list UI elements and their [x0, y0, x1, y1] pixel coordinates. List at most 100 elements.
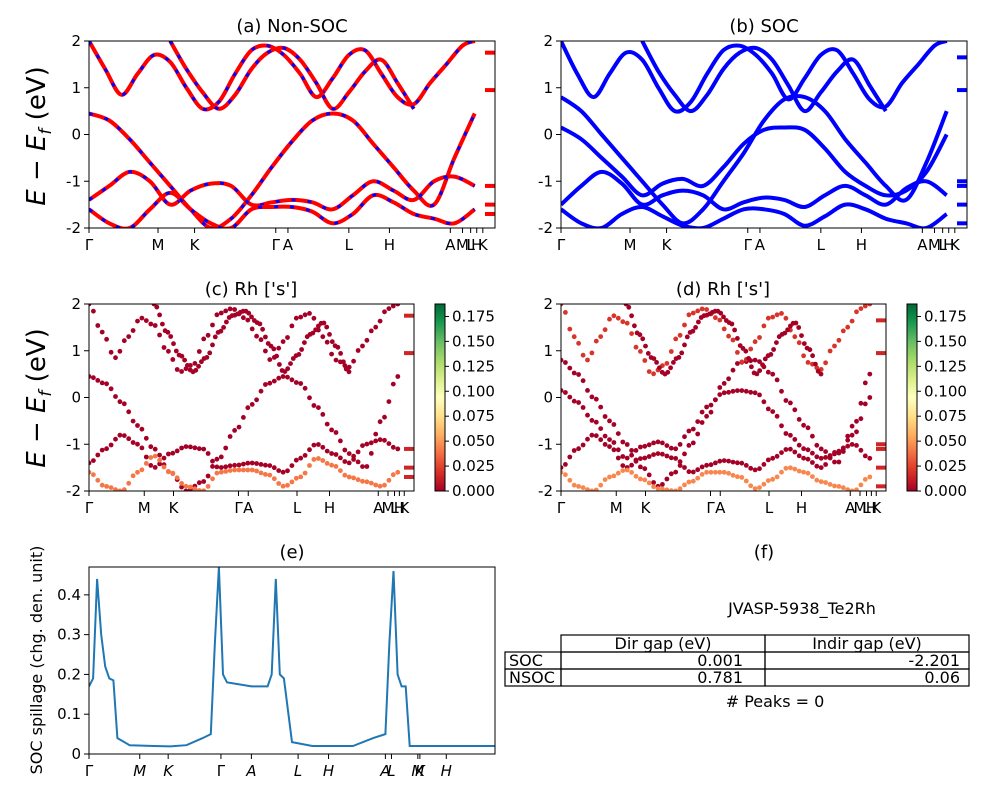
pd-point — [779, 388, 784, 394]
pd-point — [643, 343, 648, 349]
pc-point — [185, 363, 190, 368]
pc-point — [173, 348, 179, 354]
pd-point — [638, 464, 643, 470]
pc-point — [218, 454, 224, 460]
pc-point — [276, 375, 282, 381]
pc-point — [99, 447, 105, 453]
pc-point — [288, 361, 293, 366]
pd-point — [640, 336, 646, 342]
pd-point — [598, 426, 604, 431]
pd-point — [708, 402, 714, 408]
pd-point — [867, 474, 873, 480]
pb-band-line — [640, 41, 888, 114]
pc-point — [390, 444, 396, 450]
pd-point — [823, 480, 828, 485]
pd-point — [730, 337, 736, 343]
pc-point — [293, 315, 299, 321]
pc-point — [263, 382, 268, 387]
pc-point — [104, 336, 109, 342]
pc-cbar-tick-label: 0.125 — [452, 357, 495, 375]
pc-point — [296, 352, 302, 357]
pd-point — [752, 486, 758, 491]
pc-point — [351, 358, 356, 364]
pd-point — [818, 479, 824, 485]
pd-point — [571, 482, 577, 488]
pd-point — [818, 455, 824, 461]
pd-point — [796, 340, 802, 346]
pb-xtick-label: K — [662, 236, 673, 254]
pd-point — [637, 332, 643, 338]
pd-point — [832, 450, 837, 455]
pb-xtick-label: Γ — [744, 236, 753, 254]
pd-point — [743, 388, 749, 394]
pb-band-line — [561, 169, 948, 212]
pc-point — [148, 455, 154, 460]
pd-xtick-label: Γ — [557, 499, 566, 517]
pc-point — [210, 476, 215, 482]
pc-point — [310, 330, 316, 336]
table-col-header-indir: Indir gap (eV) — [812, 634, 922, 653]
pd-xtick-label: K — [641, 499, 652, 517]
pc-xtick-label: A — [243, 499, 254, 517]
pc-point — [227, 468, 233, 473]
pd-point — [849, 318, 855, 324]
pc-point — [179, 481, 185, 486]
pc-point — [196, 349, 202, 354]
pc-point — [212, 334, 218, 340]
pc-point — [373, 324, 379, 330]
pd-point — [732, 327, 737, 333]
pc-point — [254, 461, 259, 466]
pd-ytick-label: 1 — [543, 342, 553, 360]
pd-point — [730, 459, 736, 465]
pc-point — [338, 351, 343, 356]
pc-point — [232, 428, 238, 433]
pd-point — [704, 469, 709, 475]
pc-point — [95, 323, 101, 328]
pc-xtick-label: L — [390, 499, 399, 517]
pb-ytick-label: -1 — [538, 172, 553, 190]
pd-point — [721, 381, 727, 386]
pa-ytick-label: 1 — [71, 79, 81, 97]
pb-band-line — [561, 202, 948, 228]
pd-point — [690, 426, 696, 432]
pa-ytick-label: 0 — [71, 126, 81, 144]
pc-point — [89, 304, 92, 307]
pd-point — [593, 487, 599, 491]
pd-point — [677, 486, 683, 491]
pa-band-dash — [89, 170, 476, 211]
pd-point — [660, 451, 665, 457]
pd-point — [585, 388, 590, 393]
pd-point — [561, 469, 564, 475]
pc-point — [192, 486, 198, 491]
pc-point — [355, 348, 361, 353]
pc-point — [324, 448, 330, 454]
pc-point — [302, 385, 308, 391]
pc-point — [104, 484, 109, 489]
pd-point — [651, 484, 656, 490]
pc-point — [165, 329, 171, 335]
pa-ytick-label: 2 — [71, 32, 81, 50]
pc-point — [126, 436, 132, 442]
pd-point — [770, 314, 776, 320]
pc-point — [157, 457, 163, 463]
pd-point — [563, 390, 568, 395]
pd-point — [654, 360, 659, 365]
pd-point — [646, 369, 652, 374]
pd-point — [862, 477, 868, 482]
pd-point — [770, 371, 776, 377]
pd-point — [704, 404, 709, 410]
pc-point — [263, 334, 268, 340]
pd-point — [713, 315, 718, 321]
pb-band-line — [561, 41, 948, 114]
pd-point — [774, 413, 780, 419]
pd-point — [765, 406, 771, 412]
pc-point — [143, 454, 149, 460]
pd-point — [810, 474, 815, 479]
pd-point — [739, 460, 745, 466]
pd-point — [717, 317, 723, 323]
pd-point — [620, 319, 626, 325]
pc-point — [258, 337, 264, 343]
pd-point — [735, 361, 740, 366]
pc-point — [89, 469, 92, 475]
pc-point — [183, 488, 189, 491]
